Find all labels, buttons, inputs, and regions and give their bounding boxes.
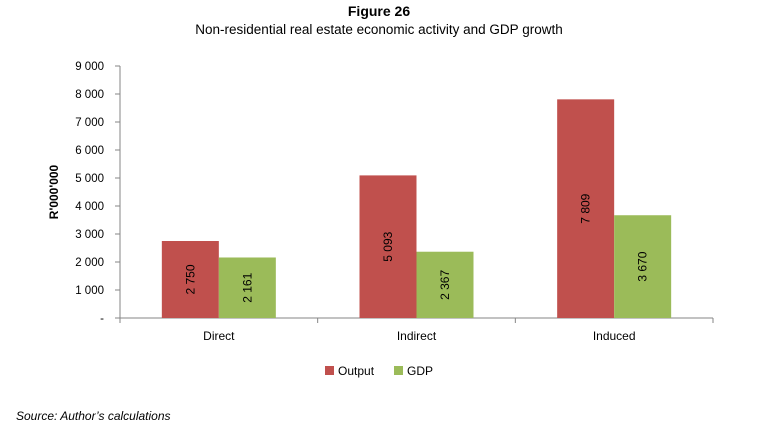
y-axis-label: R'000'000	[47, 164, 61, 219]
legend-swatch-gdp	[394, 366, 403, 375]
data-label: 2 367	[438, 270, 452, 300]
y-tick-label: 9 000	[75, 61, 104, 73]
y-tick-label: 1 000	[75, 285, 104, 297]
bar-gdp	[614, 215, 672, 318]
legend-label-gdp: GDP	[407, 364, 433, 378]
data-label: 5 093	[381, 231, 395, 261]
y-tick-label: 3 000	[75, 229, 104, 241]
y-tick-label: 5 000	[75, 173, 104, 185]
bar-output	[359, 175, 417, 318]
x-category-label: Induced	[593, 329, 636, 343]
bar-gdp	[416, 251, 474, 318]
data-label: 7 809	[579, 193, 593, 223]
bar-output	[161, 241, 219, 318]
data-label: 2 161	[240, 272, 254, 302]
x-category-label: Indirect	[397, 329, 437, 343]
source-note: Source: Author’s calculations	[16, 409, 171, 423]
y-tick-label: 2 000	[75, 257, 104, 269]
figure-number: Figure 26	[347, 3, 411, 19]
data-label: 3 670	[636, 251, 650, 281]
x-category-label: Direct	[203, 329, 235, 343]
legend-swatch-output	[325, 366, 334, 375]
data-label: 2 750	[183, 264, 197, 294]
y-tick-label: 8 000	[75, 89, 104, 101]
figure-title: Non-residential real estate economic act…	[195, 22, 563, 37]
y-tick-label: -	[100, 313, 104, 325]
y-tick-label: 4 000	[75, 201, 104, 213]
bar-gdp	[218, 257, 276, 318]
y-tick-label: 6 000	[75, 145, 104, 157]
legend-label-output: Output	[338, 364, 375, 378]
bar-output	[557, 99, 615, 319]
y-tick-label: 7 000	[75, 117, 104, 129]
